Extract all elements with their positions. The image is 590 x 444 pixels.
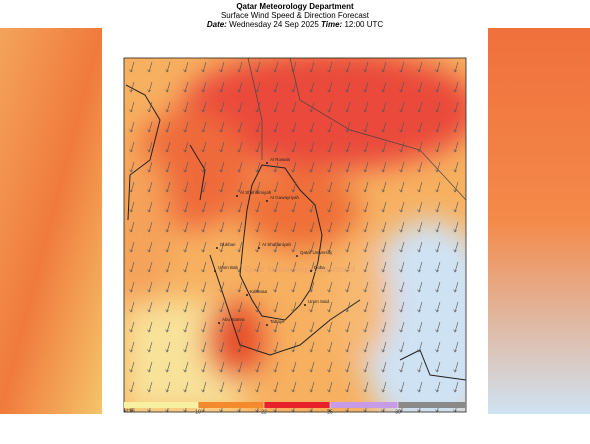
- place-label: Umm Said: [308, 299, 330, 304]
- wind-map: [124, 58, 466, 412]
- place-label: Al Ruwais: [270, 157, 291, 162]
- colorbar-label: kt:16: [124, 408, 135, 414]
- place-dot: [266, 162, 268, 164]
- colorbar-tick-label: 22: [261, 409, 267, 415]
- place-dot: [266, 324, 268, 326]
- place-dot: [214, 270, 216, 272]
- subtitle: Surface Wind Speed & Direction Forecast: [221, 11, 370, 20]
- place-dot: [310, 270, 312, 272]
- time: 12:00 UTC: [344, 20, 383, 29]
- place-dot: [246, 294, 248, 296]
- watermark: Qatar Meteorology Department: [245, 265, 356, 274]
- place-dot: [218, 322, 220, 324]
- colorbar-segment: [264, 402, 330, 408]
- place-dot: [258, 247, 260, 249]
- colorbar-tick-label: 30: [395, 409, 401, 415]
- colorbar-segment: [330, 402, 398, 408]
- place-label: Karanaa: [250, 289, 268, 294]
- place-label: Tabaye: [270, 319, 285, 324]
- date-label: Date:: [207, 20, 227, 29]
- map-frame: [123, 57, 467, 413]
- colorbar-tick-label: 25: [327, 409, 333, 415]
- title: Qatar Meteorology Department: [236, 2, 354, 11]
- colorbar-tick-label: 19: [195, 409, 201, 415]
- place-label: Al Guwayriyah: [270, 195, 300, 200]
- place-dot: [304, 304, 306, 306]
- colorbar-segment: [124, 402, 198, 408]
- place-label: Abu Samra: [222, 317, 245, 322]
- side-panel: [0, 28, 102, 414]
- place-label: Dukhan: [220, 242, 236, 247]
- place-dot: [296, 255, 298, 257]
- colorbar-segment: [198, 402, 264, 408]
- colorbar-segment: [398, 402, 466, 408]
- place-label: Al Shehaimiyah: [240, 190, 272, 195]
- place-dot: [216, 247, 218, 249]
- place-dot: [236, 195, 238, 197]
- side-panel: [488, 28, 590, 414]
- date-line: Date: Wednesday 24 Sep 2025 Time: 12:00 …: [207, 20, 384, 29]
- place-label: Al Shahaniyah: [262, 242, 292, 247]
- place-label: Doha: [314, 265, 325, 270]
- place-dot: [266, 200, 268, 202]
- place-label: Qatar University: [300, 250, 333, 255]
- place-label: Umm Bab: [218, 265, 239, 270]
- date: Wednesday 24 Sep 2025: [229, 20, 319, 29]
- time-label: Time:: [321, 20, 343, 29]
